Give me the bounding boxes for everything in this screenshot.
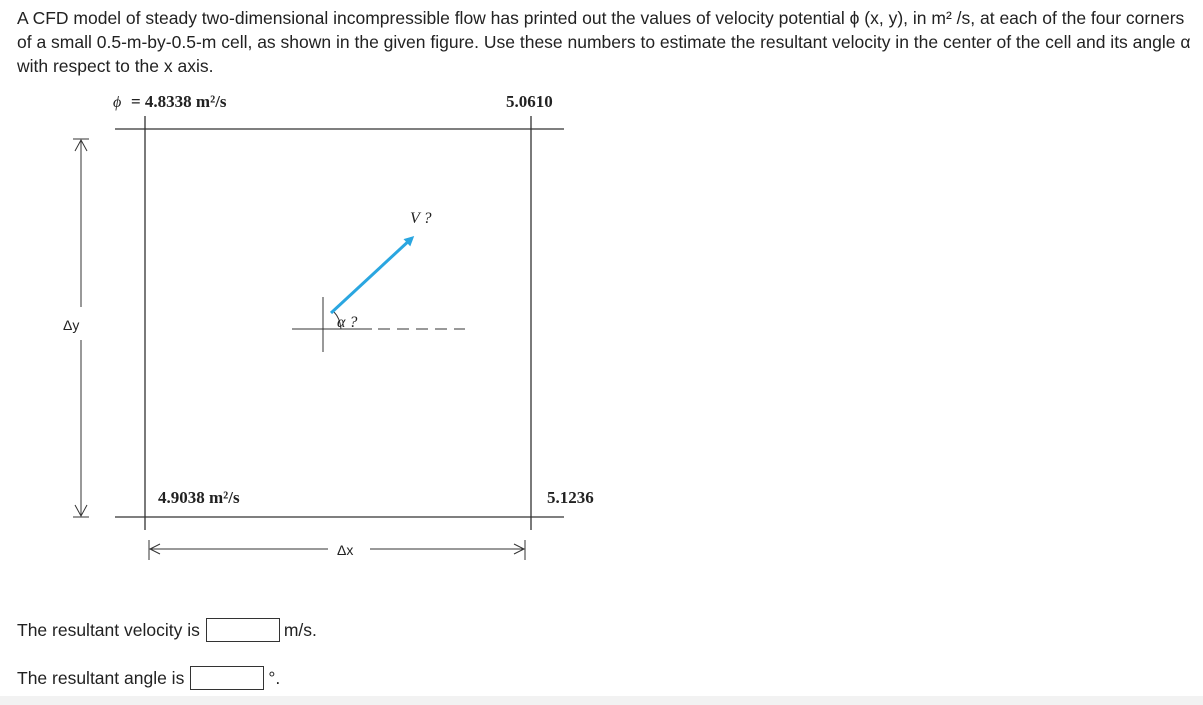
bottom-divider — [0, 696, 1203, 705]
angle-label: α ? — [337, 314, 357, 331]
angle-answer-label: The resultant angle is — [17, 667, 185, 688]
dy-label: Δy — [63, 317, 79, 333]
phi-bottom-left-value: 4.9038 m²/s — [158, 488, 240, 507]
phi-top-right-value: 5.0610 — [506, 92, 553, 111]
velocity-answer-input[interactable] — [205, 618, 280, 642]
angle-answer-row: The resultant angle is °. — [17, 666, 280, 690]
velocity-answer-row: The resultant velocity is m/s. — [17, 618, 317, 642]
phi-top-left-symbol: ϕ — [113, 94, 121, 111]
angle-answer-input[interactable] — [190, 666, 265, 690]
phi-bottom-right-value: 5.1236 — [547, 488, 594, 507]
velocity-answer-label: The resultant velocity is — [17, 619, 200, 640]
dx-label: Δx — [337, 542, 353, 558]
angle-answer-unit: °. — [268, 667, 281, 688]
question-text: A CFD model of steady two-dimensional in… — [17, 8, 1191, 76]
velocity-arrow — [329, 235, 415, 315]
velocity-label: V ? — [410, 210, 431, 227]
dy-arrow-top-icon — [74, 138, 88, 152]
velocity-answer-unit: m/s. — [283, 619, 317, 640]
angle-arc-icon — [333, 311, 342, 330]
phi-top-left-value: = 4.8338 m²/s — [131, 92, 227, 111]
dy-arrow-bottom-icon — [74, 504, 88, 518]
dx-arrow-left-icon — [148, 543, 161, 555]
dx-arrow-right-icon — [513, 543, 526, 555]
